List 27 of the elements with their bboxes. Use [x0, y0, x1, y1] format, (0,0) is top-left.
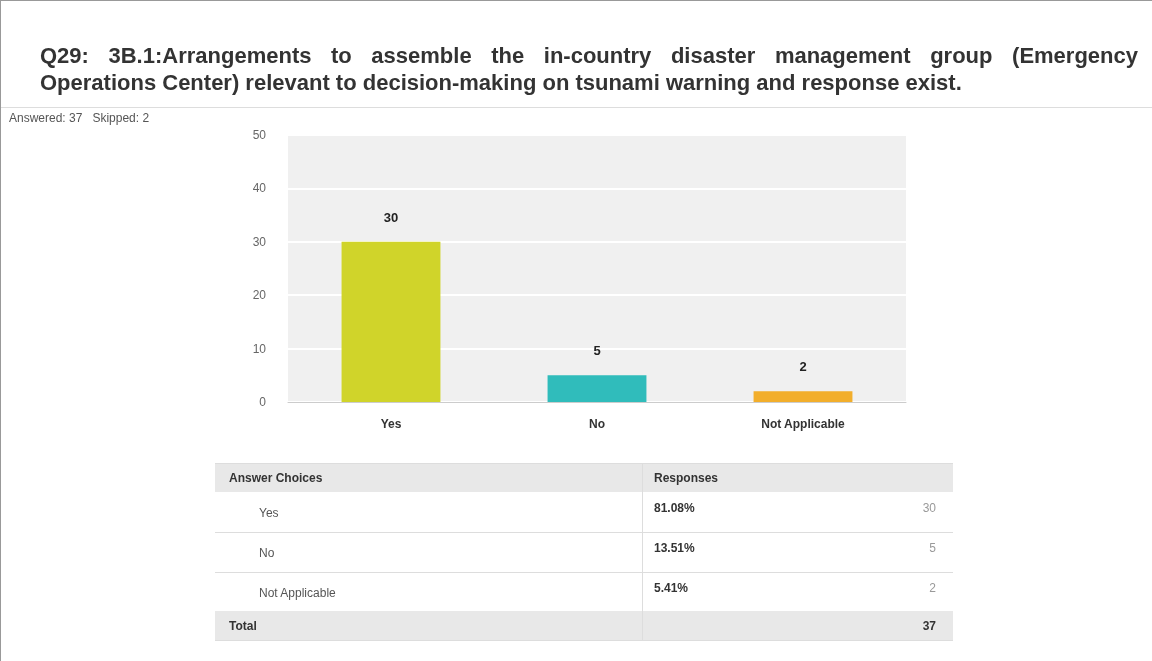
- x-tick-label: No: [589, 417, 605, 431]
- data-label: 30: [383, 209, 399, 225]
- x-tick-label: Not Applicable: [761, 417, 846, 431]
- text: Answer Choices: [229, 471, 323, 485]
- y-tick-label: 50: [252, 128, 267, 142]
- chart-title: Q29: 3B.1:Arrangements to assemble the in-country disaster management group (Emergency Operations Center) relevant to decision-making on tsunami warning and response exist.: [40, 42, 1138, 96]
- x-tick-label: Yes: [380, 417, 402, 431]
- text: 30: [922, 501, 936, 515]
- category-label: Yes: [259, 506, 279, 520]
- y-tick-label: 20: [252, 288, 267, 303]
- text: 5.41%: [654, 581, 689, 595]
- y-tick-label: 10: [252, 341, 267, 356]
- data-label: 2: [799, 359, 807, 375]
- y-tick-label: 30: [252, 234, 267, 249]
- text: 81.08%: [654, 501, 695, 515]
- y-tick-label: 40: [252, 181, 267, 196]
- data-label: 5: [593, 343, 601, 359]
- text: 5: [929, 541, 936, 555]
- text: 2: [929, 581, 936, 595]
- text: 37: [922, 619, 936, 633]
- text: Total: [229, 619, 257, 633]
- text: 13.51%: [654, 541, 695, 555]
- category-label: No: [259, 546, 275, 560]
- text: Responses: [654, 471, 719, 485]
- text: Answered: 37 Skipped: 2: [9, 111, 150, 125]
- category-label: Not Applicable: [259, 586, 336, 600]
- y-tick-label: 0: [259, 395, 267, 409]
